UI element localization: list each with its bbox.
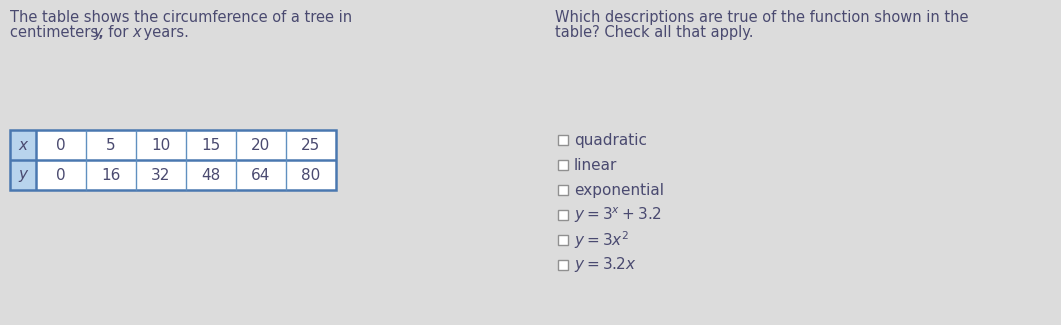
Text: 25: 25 — [301, 137, 320, 152]
Text: 48: 48 — [202, 167, 221, 183]
Text: years.: years. — [139, 25, 189, 40]
Text: $y = 3.2x$: $y = 3.2x$ — [574, 255, 637, 275]
Text: centimeters,: centimeters, — [10, 25, 107, 40]
Text: exponential: exponential — [574, 183, 664, 198]
Bar — [558, 260, 568, 270]
Text: 10: 10 — [152, 137, 171, 152]
Text: , for: , for — [99, 25, 133, 40]
Bar — [558, 235, 568, 245]
Text: Which descriptions are true of the function shown in the: Which descriptions are true of the funct… — [555, 10, 969, 25]
Bar — [558, 210, 568, 220]
Text: 16: 16 — [101, 167, 121, 183]
Bar — [10, 130, 36, 190]
Bar — [558, 160, 568, 170]
Text: $y = 3x^2$: $y = 3x^2$ — [574, 229, 629, 251]
Text: quadratic: quadratic — [574, 133, 647, 148]
Text: 32: 32 — [152, 167, 171, 183]
Bar — [10, 130, 336, 190]
Text: y: y — [93, 25, 102, 40]
Text: 20: 20 — [251, 137, 271, 152]
Text: 0: 0 — [56, 137, 66, 152]
Text: 80: 80 — [301, 167, 320, 183]
Bar — [558, 185, 568, 195]
Bar — [558, 135, 568, 145]
Text: 15: 15 — [202, 137, 221, 152]
Text: 64: 64 — [251, 167, 271, 183]
Text: The table shows the circumference of a tree in: The table shows the circumference of a t… — [10, 10, 352, 25]
Bar — [10, 130, 336, 190]
Text: linear: linear — [574, 158, 618, 173]
Text: x: x — [132, 25, 141, 40]
Text: $y = 3^x + 3.2$: $y = 3^x + 3.2$ — [574, 205, 661, 225]
Text: 5: 5 — [106, 137, 116, 152]
Text: y: y — [18, 167, 28, 183]
Text: table? Check all that apply.: table? Check all that apply. — [555, 25, 753, 40]
Text: 0: 0 — [56, 167, 66, 183]
Text: x: x — [18, 137, 28, 152]
